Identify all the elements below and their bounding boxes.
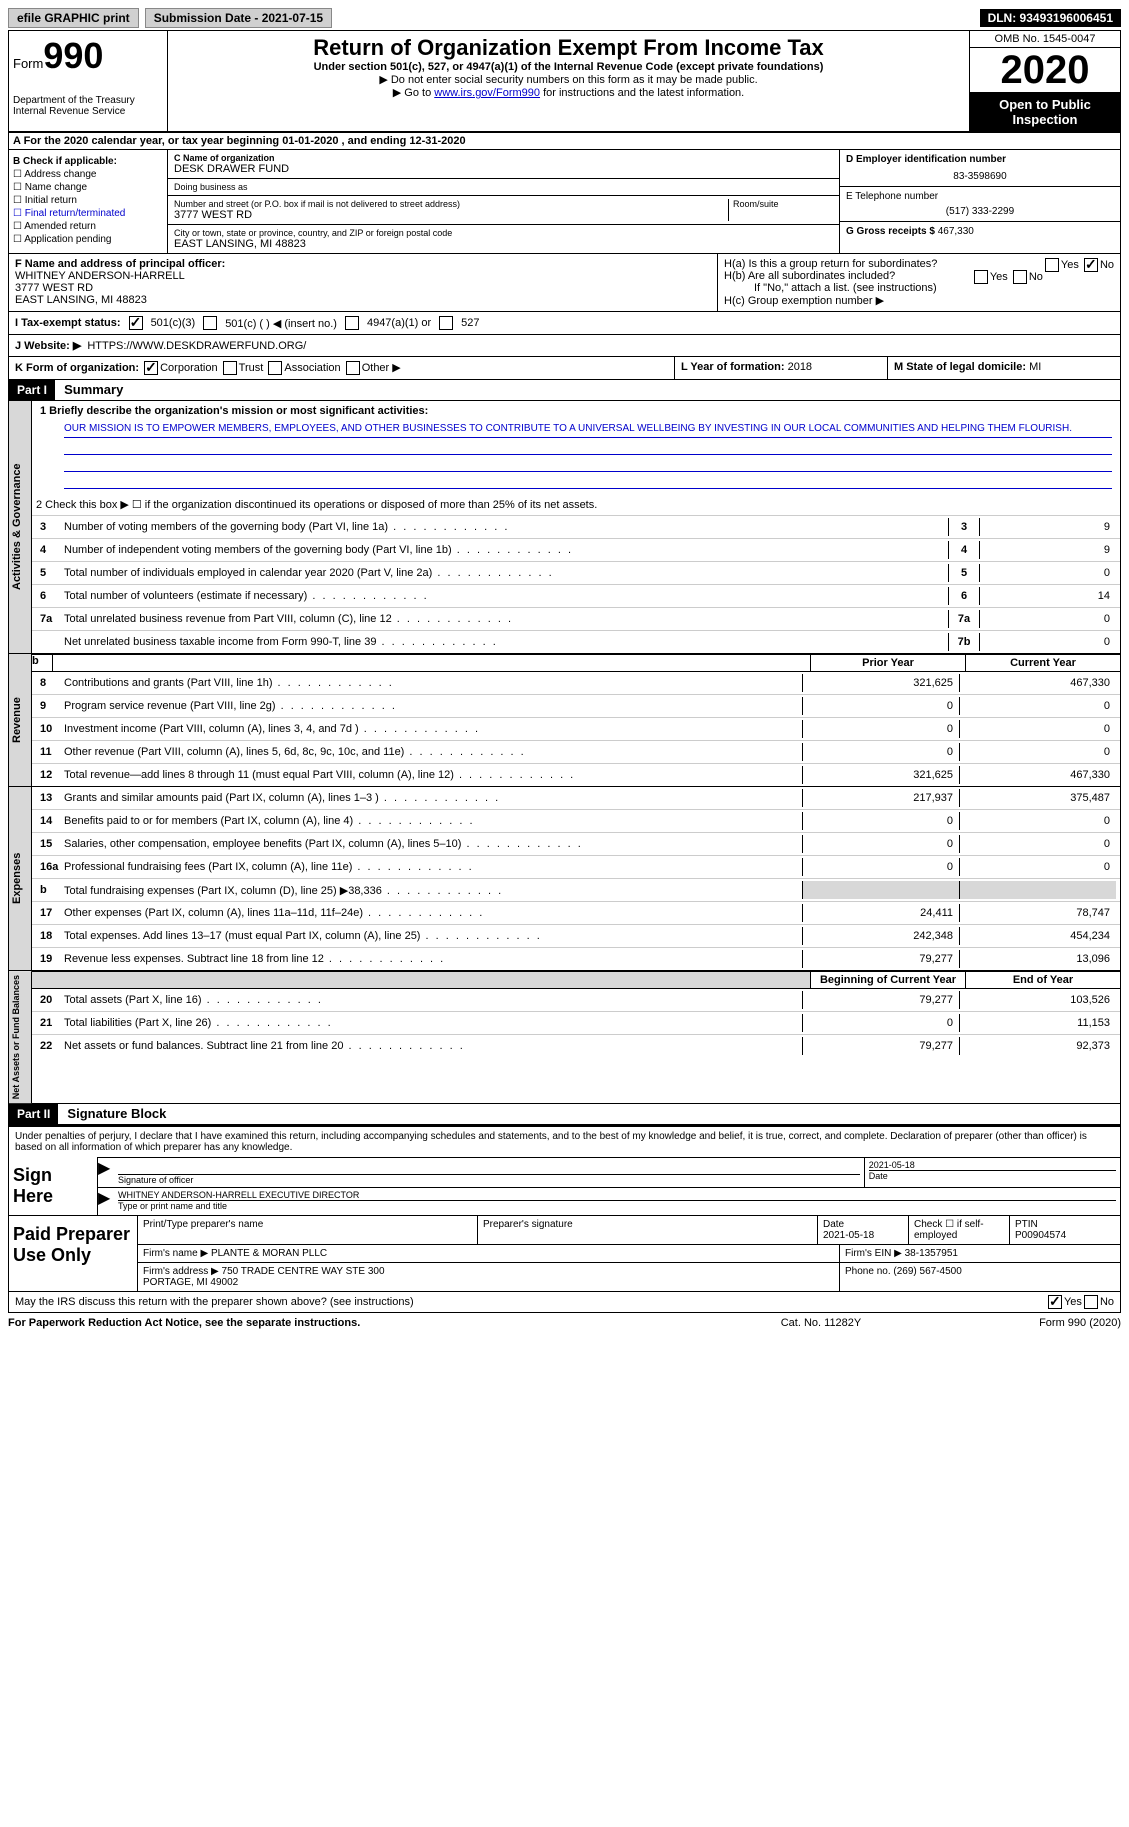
line-13: 13Grants and similar amounts paid (Part … bbox=[32, 787, 1120, 810]
section-governance: Activities & Governance bbox=[9, 401, 32, 653]
line-5: 5Total number of individuals employed in… bbox=[32, 562, 1120, 585]
line-9: 9Program service revenue (Part VIII, lin… bbox=[32, 695, 1120, 718]
box-d: D Employer identification number 83-3598… bbox=[840, 150, 1120, 187]
calendar-year-line: A For the 2020 calendar year, or tax yea… bbox=[8, 133, 1121, 150]
form-footer: Form 990 (2020) bbox=[921, 1317, 1121, 1329]
line-8: 8Contributions and grants (Part VIII, li… bbox=[32, 672, 1120, 695]
part2-header: Part II bbox=[9, 1104, 58, 1124]
line-16a: 16aProfessional fundraising fees (Part I… bbox=[32, 856, 1120, 879]
submission-date: Submission Date - 2021-07-15 bbox=[145, 8, 332, 28]
line-17: 17Other expenses (Part IX, column (A), l… bbox=[32, 902, 1120, 925]
box-k: K Form of organization: Corporation Trus… bbox=[9, 357, 675, 379]
box-l: L Year of formation: 2018 bbox=[675, 357, 888, 379]
box-g: G Gross receipts $ 467,330 bbox=[840, 222, 1120, 241]
year-box: OMB No. 1545-0047 2020 Open to Public In… bbox=[970, 31, 1120, 131]
box-b: B Check if applicable: ☐ Address change … bbox=[9, 150, 168, 253]
line-19: 19Revenue less expenses. Subtract line 1… bbox=[32, 948, 1120, 970]
line-3: 3Number of voting members of the governi… bbox=[32, 516, 1120, 539]
col-beginning-year: Beginning of Current Year bbox=[810, 972, 965, 988]
dln: DLN: 93493196006451 bbox=[980, 9, 1121, 27]
line-7a: 7aTotal unrelated business revenue from … bbox=[32, 608, 1120, 631]
col-prior-year: Prior Year bbox=[810, 655, 965, 671]
paid-preparer-label: Paid Preparer Use Only bbox=[9, 1216, 138, 1291]
line-11: 11Other revenue (Part VIII, column (A), … bbox=[32, 741, 1120, 764]
irs-discuss-row: May the IRS discuss this return with the… bbox=[8, 1292, 1121, 1313]
line-18: 18Total expenses. Add lines 13–17 (must … bbox=[32, 925, 1120, 948]
line-14: 14Benefits paid to or for members (Part … bbox=[32, 810, 1120, 833]
part1-title: Summary bbox=[58, 379, 129, 400]
box-h: H(a) Is this a group return for subordin… bbox=[717, 254, 1120, 311]
col-end-year: End of Year bbox=[965, 972, 1120, 988]
box-j: J Website: ▶ HTTPS://WWW.DESKDRAWERFUND.… bbox=[8, 335, 1121, 357]
line-6: 6Total number of volunteers (estimate if… bbox=[32, 585, 1120, 608]
perjury-declaration: Under penalties of perjury, I declare th… bbox=[9, 1127, 1120, 1157]
form-id-box: Form990 Department of the Treasury Inter… bbox=[9, 31, 168, 131]
line-21: 21Total liabilities (Part X, line 26)011… bbox=[32, 1012, 1120, 1035]
line-2: 2 Check this box ▶ ☐ if the organization… bbox=[32, 493, 1120, 516]
section-revenue: Revenue bbox=[9, 654, 32, 786]
box-e: E Telephone number (517) 333-2299 bbox=[840, 187, 1120, 222]
part2-title: Signature Block bbox=[61, 1103, 172, 1124]
line-15: 15Salaries, other compensation, employee… bbox=[32, 833, 1120, 856]
form-title-box: Return of Organization Exempt From Incom… bbox=[168, 31, 970, 131]
line-10: 10Investment income (Part VIII, column (… bbox=[32, 718, 1120, 741]
box-i: I Tax-exempt status: 501(c)(3) 501(c) ( … bbox=[8, 312, 1121, 335]
box-c: C Name of organization DESK DRAWER FUND … bbox=[168, 150, 839, 253]
line-4: 4Number of independent voting members of… bbox=[32, 539, 1120, 562]
sign-here-label: Sign Here bbox=[9, 1157, 98, 1215]
catalog-number: Cat. No. 11282Y bbox=[721, 1317, 921, 1329]
line-20: 20Total assets (Part X, line 16)79,27710… bbox=[32, 989, 1120, 1012]
efile-button[interactable]: efile GRAPHIC print bbox=[8, 8, 139, 28]
line-12: 12Total revenue—add lines 8 through 11 (… bbox=[32, 764, 1120, 786]
box-f: F Name and address of principal officer:… bbox=[9, 254, 717, 311]
box-m: M State of legal domicile: MI bbox=[888, 357, 1120, 379]
mission-label: 1 Briefly describe the organization's mi… bbox=[40, 405, 428, 417]
paperwork-notice: For Paperwork Reduction Act Notice, see … bbox=[8, 1317, 721, 1329]
section-expenses: Expenses bbox=[9, 787, 32, 970]
col-current-year: Current Year bbox=[965, 655, 1120, 671]
part1-header: Part I bbox=[9, 380, 55, 400]
mission-text: OUR MISSION IS TO EMPOWER MEMBERS, EMPLO… bbox=[64, 423, 1112, 438]
line-22: 22Net assets or fund balances. Subtract … bbox=[32, 1035, 1120, 1057]
line-7b: Net unrelated business taxable income fr… bbox=[32, 631, 1120, 653]
section-net-assets: Net Assets or Fund Balances bbox=[9, 971, 32, 1103]
line-b: bTotal fundraising expenses (Part IX, co… bbox=[32, 879, 1120, 902]
form990-link[interactable]: www.irs.gov/Form990 bbox=[434, 87, 540, 99]
